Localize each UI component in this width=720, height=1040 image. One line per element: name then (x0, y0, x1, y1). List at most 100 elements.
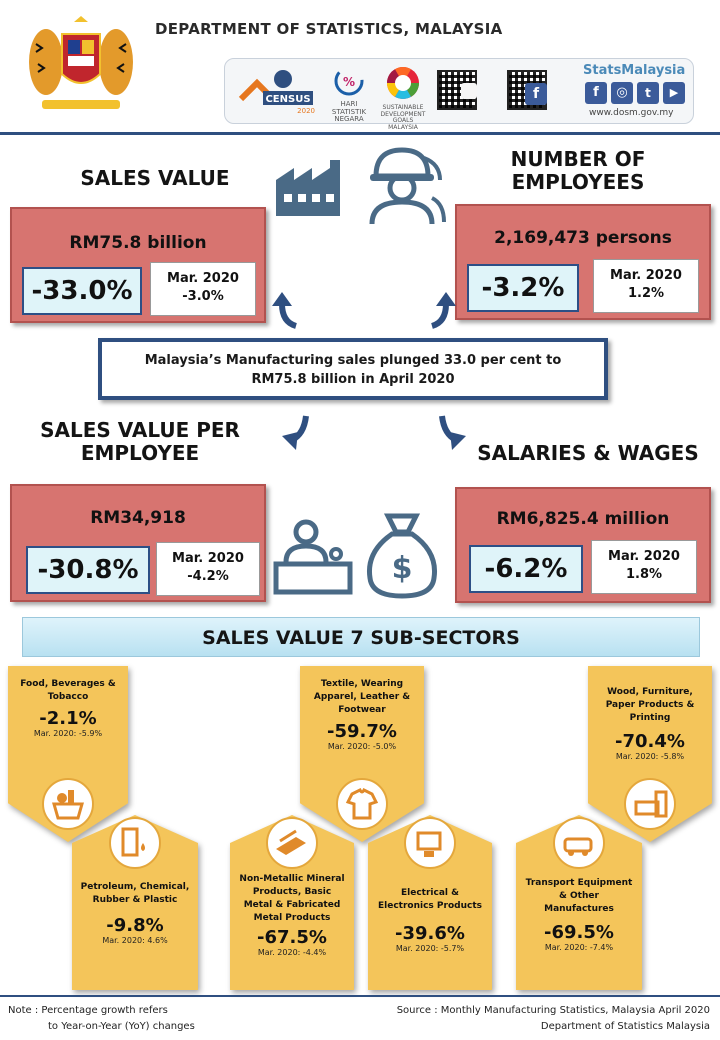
subsector-wood-tag: Wood, Furniture, Paper Products & Printi… (588, 666, 712, 842)
sales-value-yoy: -33.0% (22, 267, 142, 315)
shirt-icon (336, 778, 388, 830)
subsector-wood-march: Mar. 2020: -5.8% (615, 752, 685, 762)
money-bag-icon: $ (362, 512, 442, 600)
youtube-icon[interactable]: ▶ (663, 82, 685, 104)
facebook-icon[interactable]: f (525, 83, 547, 105)
callout-line2: RM75.8 billion in April 2020 (251, 371, 455, 387)
subsector-food-value: -2.1% (39, 708, 97, 730)
sdg-logo: SUSTAINABLE DEVELOPMENT GOALS MALAYSIA (377, 65, 429, 131)
salaries-amount: RM6,825.4 million (496, 509, 670, 529)
arrow-up-right-icon (424, 290, 458, 330)
subsector-electrical-march: Mar. 2020: -5.7% (395, 944, 465, 954)
website-link[interactable]: www.dosm.gov.my (589, 108, 674, 118)
instagram-icon[interactable]: ◎ (611, 82, 633, 104)
sales-value-amount: RM75.8 billion (69, 233, 207, 253)
sales-per-employee-march-box: Mar. 2020 -4.2% (156, 542, 260, 596)
food-basket-icon (42, 778, 94, 830)
sales-per-employee-march-value: -4.2% (187, 568, 229, 584)
subsector-transport-march: Mar. 2020: -7.4% (544, 943, 614, 953)
svg-text:%: % (343, 75, 355, 89)
subsector-petroleum-name: Petroleum, Chemical, Rubber & Plastic (80, 882, 190, 906)
subsector-metal-name: Non-Metallic Mineral Products, Basic Met… (239, 874, 345, 924)
sales-per-employee-heading: SALES VALUE PER EMPLOYEE (30, 419, 250, 465)
worker-icon (362, 142, 448, 226)
sales-per-employee-heading-line1: SALES VALUE PER (40, 418, 240, 442)
subsector-transport-value: -69.5% (544, 922, 614, 944)
employees-march-box: Mar. 2020 1.2% (593, 259, 699, 313)
desk-worker-icon (272, 518, 354, 596)
employees-box: 2,169,473 persons -3.2% Mar. 2020 1.2% (455, 204, 711, 320)
subsector-wood-value: -70.4% (615, 731, 685, 753)
salaries-march-value: 1.8% (625, 566, 663, 582)
source-line2: Department of Statistics Malaysia (540, 1020, 710, 1032)
census-logo: CENSUS 2020 (233, 65, 321, 119)
subsector-food-tag: Food, Beverages & Tobacco -2.1% Mar. 202… (8, 666, 128, 842)
sales-value-march-box: Mar. 2020 -3.0% (150, 262, 256, 316)
employees-heading-line2: EMPLOYEES (511, 170, 645, 194)
subsector-wood-name: Wood, Furniture, Paper Products & Printi… (605, 687, 695, 724)
salaries-march-label: Mar. 2020 (608, 549, 680, 564)
subsector-transport-tag: Transport Equipment & Other Manufactures… (516, 815, 642, 990)
callout-line1: Malaysia’s Manufacturing sales plunged 3… (144, 353, 562, 368)
header-divider (0, 132, 720, 135)
subsector-petroleum-value: -9.8% (106, 915, 164, 937)
svg-text:$: $ (392, 551, 413, 586)
employees-amount: 2,169,473 persons (494, 228, 672, 248)
sales-value-box: RM75.8 billion -33.0% Mar. 2020 -3.0% (10, 207, 266, 323)
sales-per-employee-yoy: -30.8% (26, 546, 150, 594)
subsector-textile-march: Mar. 2020: -5.0% (327, 742, 397, 752)
employees-march-label: Mar. 2020 (610, 268, 682, 283)
arrow-up-left-icon (270, 290, 304, 330)
subsector-textile-tag: Textile, Wearing Apparel, Leather & Foot… (300, 666, 424, 842)
subsector-food-march: Mar. 2020: -5.9% (33, 729, 103, 739)
subsector-petroleum-tag: Petroleum, Chemical, Rubber & Plastic -9… (72, 815, 198, 990)
hari-statistik-logo: % HARI STATISTIK NEGARA (325, 65, 373, 123)
subsector-food-name: Food, Beverages & Tobacco (20, 679, 116, 703)
sales-per-employee-heading-line2: EMPLOYEE (80, 441, 200, 465)
subsector-metal-march: Mar. 2020: -4.4% (257, 948, 327, 958)
subsectors-heading: SALES VALUE 7 SUB-SECTORS (22, 617, 700, 657)
subsector-textile-value: -59.7% (327, 721, 397, 743)
sales-per-employee-box: RM34,918 -30.8% Mar. 2020 -4.2% (10, 484, 266, 602)
hari-statistik-text: HARI STATISTIK NEGARA (331, 100, 367, 124)
sales-value-heading: SALES VALUE (80, 166, 230, 190)
salaries-box: RM6,825.4 million -6.2% Mar. 2020 1.8% (455, 487, 711, 603)
subsector-electrical-name: Electrical & Electronics Products (378, 888, 482, 912)
arrow-down-right-icon (434, 414, 468, 454)
sdg-text: SUSTAINABLE DEVELOPMENT GOALS MALAYSIA (380, 104, 426, 131)
sales-value-march-value: -3.0% (182, 288, 224, 304)
census-year-text: 2020 (297, 107, 315, 115)
coat-of-arms-logo (22, 14, 140, 114)
subsector-petroleum-march: Mar. 2020: 4.6% (102, 936, 168, 946)
electronics-icon (404, 817, 456, 869)
footer-divider (0, 995, 720, 997)
sales-per-employee-march-label: Mar. 2020 (172, 551, 244, 566)
source-note: Source : Monthly Manufacturing Statistic… (397, 1003, 710, 1034)
salaries-yoy: -6.2% (469, 545, 583, 593)
footnote-line1: Note : Percentage growth refers (8, 1005, 168, 1016)
sales-value-march-label: Mar. 2020 (167, 271, 239, 286)
arrow-down-left-icon (280, 414, 314, 454)
employees-heading: NUMBER OF EMPLOYEES (488, 148, 668, 194)
header-title: DEPARTMENT OF STATISTICS, MALAYSIA (155, 20, 503, 38)
furniture-icon (624, 778, 676, 830)
twitter-icon[interactable]: t (637, 82, 659, 104)
subsector-transport-name: Transport Equipment & Other Manufactures (525, 878, 633, 915)
subsector-electrical-tag: Electrical & Electronics Products -39.6%… (368, 815, 492, 990)
employees-heading-line1: NUMBER OF (510, 147, 646, 171)
oil-barrel-icon (109, 817, 161, 869)
source-line1: Source : Monthly Manufacturing Statistic… (396, 1005, 710, 1016)
salaries-heading: SALARIES & WAGES (477, 441, 699, 465)
partner-logos-box: CENSUS 2020 % HARI STATISTIK NEGARA SUST… (224, 58, 694, 131)
sales-per-employee-amount: RM34,918 (90, 508, 186, 528)
cars-icon (553, 817, 605, 869)
footnote: Note : Percentage growth refers to Year-… (8, 1003, 195, 1034)
headline-callout: Malaysia’s Manufacturing sales plunged 3… (98, 338, 608, 400)
footnote-line2: to Year-on-Year (YoY) changes (48, 1020, 195, 1032)
metal-bars-icon (266, 817, 318, 869)
subsector-electrical-value: -39.6% (395, 923, 465, 945)
facebook-link-icon[interactable]: f (585, 82, 607, 104)
salaries-march-box: Mar. 2020 1.8% (591, 540, 697, 594)
employees-yoy: -3.2% (467, 264, 579, 312)
subsector-metal-tag: Non-Metallic Mineral Products, Basic Met… (230, 815, 354, 990)
